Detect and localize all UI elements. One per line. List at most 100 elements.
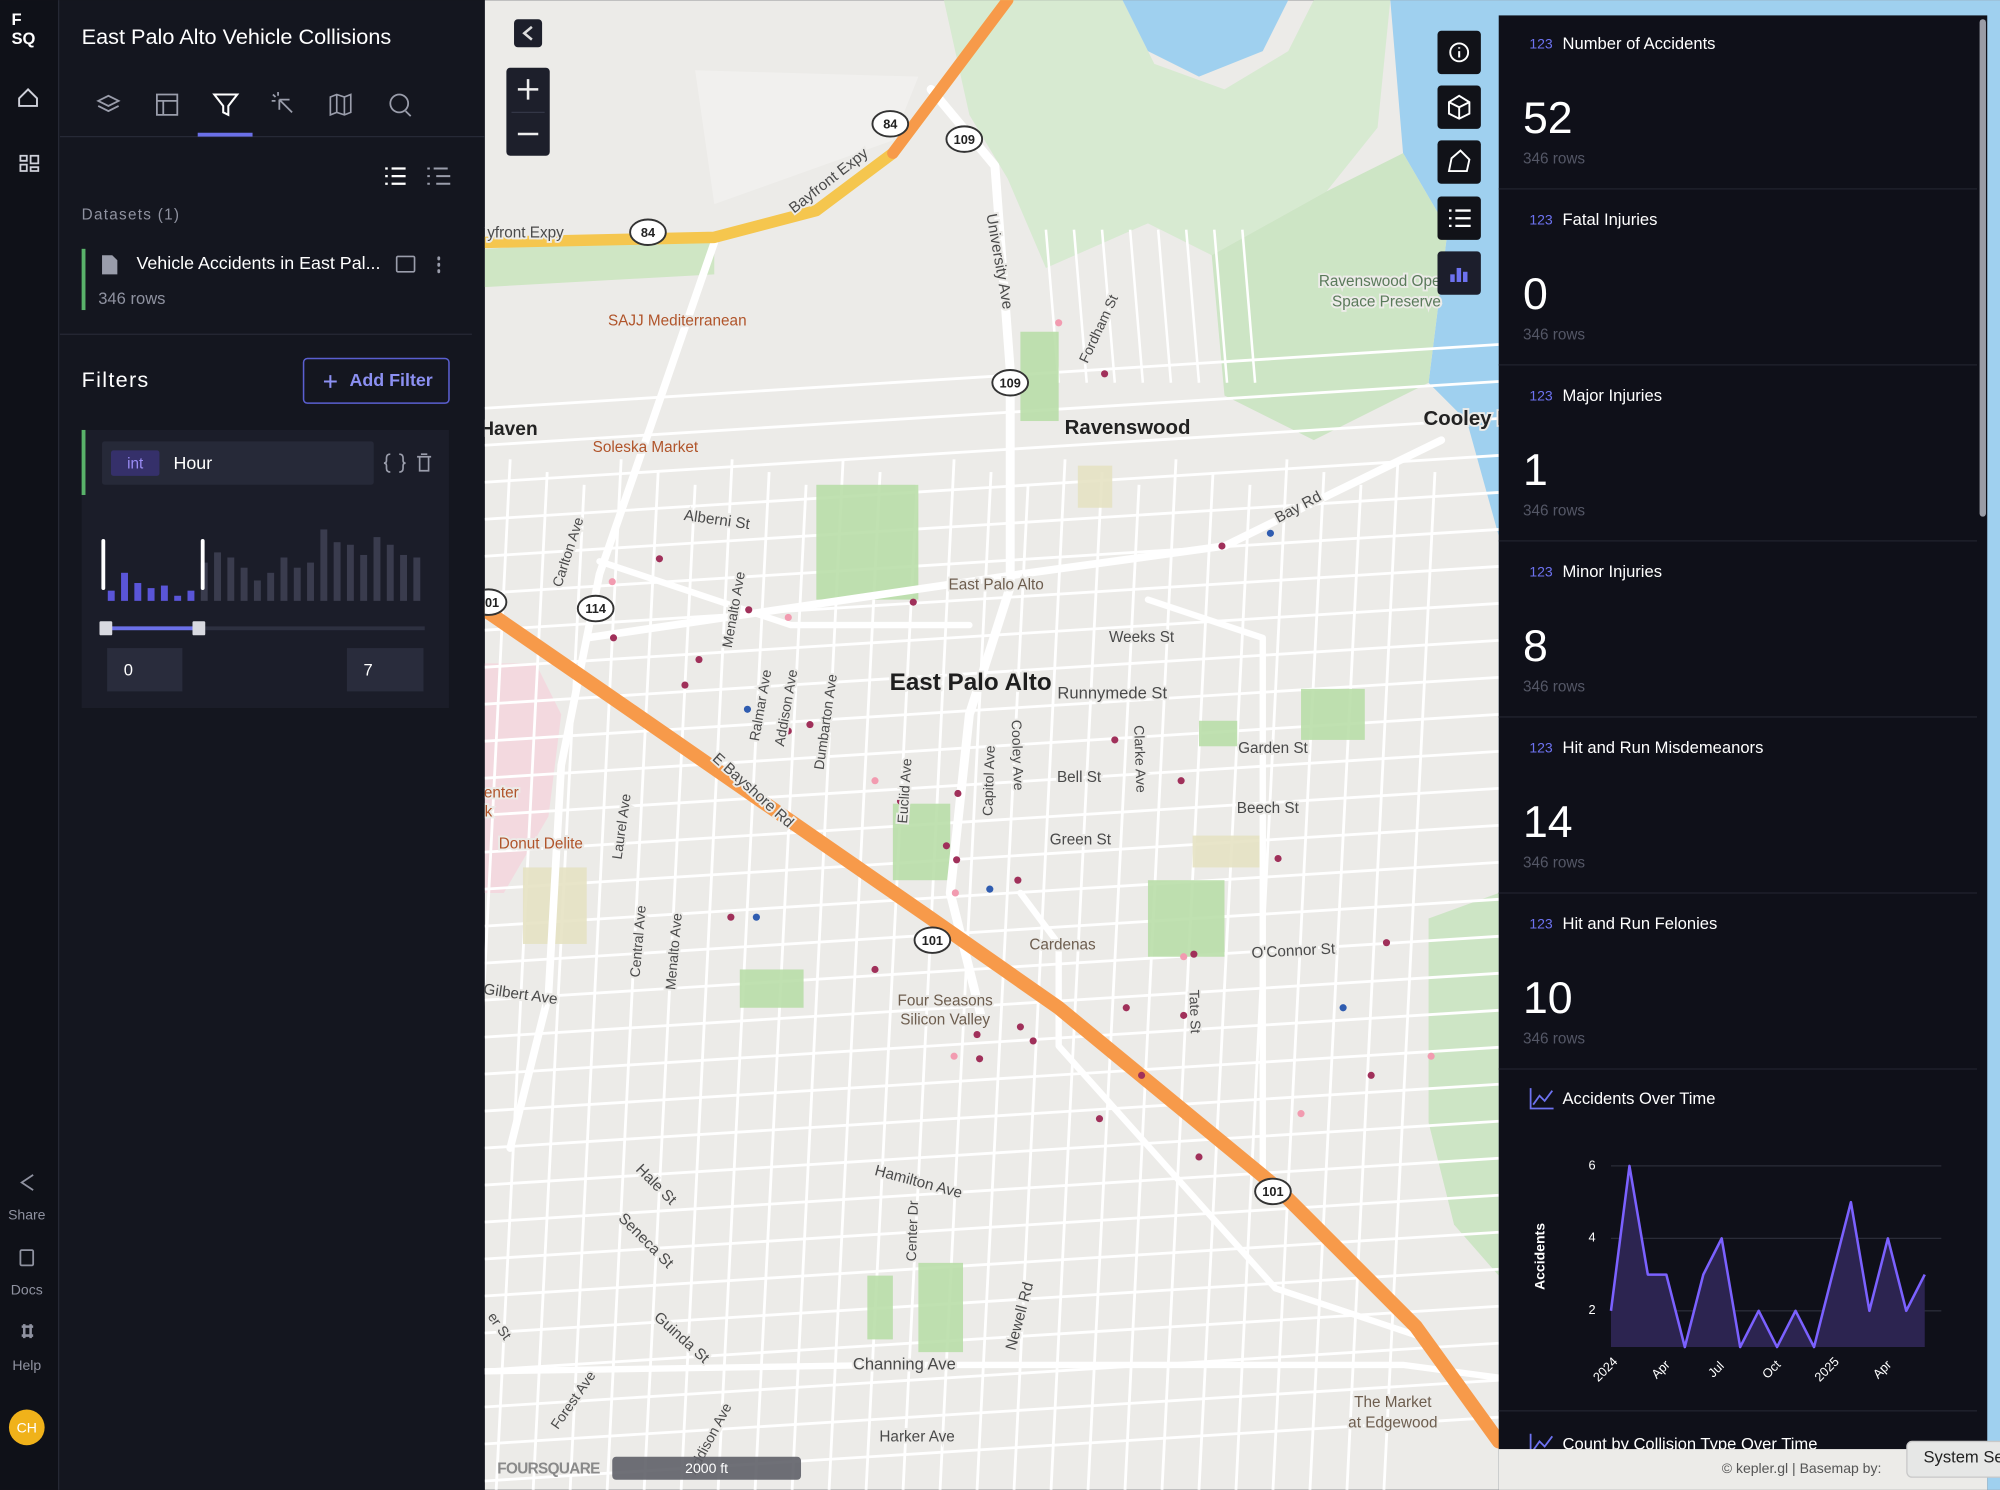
road [926,84,1015,1025]
tab-icon[interactable] [271,91,293,113]
number-icon: 123 [1529,564,1553,580]
avatar[interactable] [8,1409,45,1446]
accident-point [743,705,752,713]
street [531,484,586,1490]
street [1197,484,1252,1490]
tab-icon[interactable] [389,93,412,117]
slider-handle[interactable] [192,621,206,636]
street [1160,471,1215,1490]
avatar-initials: CH [17,1419,37,1435]
histogram-bar [280,557,288,601]
add-filter-button[interactable] [302,357,450,404]
slider-handle[interactable] [99,621,113,636]
table-icon[interactable] [395,255,416,273]
tab-icon[interactable] [155,93,179,116]
trash-icon[interactable] [417,453,432,472]
info-icon [1449,42,1470,63]
accident-point [1427,1052,1435,1060]
tab-icon[interactable] [96,94,121,113]
park-block [816,484,919,600]
sidebar [59,0,485,1490]
tab-icon[interactable] [212,93,240,117]
map-label: enter [484,785,519,802]
help-icon[interactable] [21,1324,34,1339]
dataset-name[interactable]: Vehicle Accidents in East Pal... [136,253,380,273]
street [484,971,1499,1039]
share-icon[interactable] [20,1174,34,1191]
road [582,436,1446,642]
rail-label[interactable]: Share [8,1206,46,1222]
field-select[interactable] [102,441,374,485]
accident-point [784,727,792,735]
project-title: East Palo Alto Vehicle Collisions [82,24,392,49]
histogram-bar [160,585,168,601]
card-rows: 346 rows [1523,679,1585,696]
accident-point [1180,953,1188,961]
code-icon[interactable] [383,453,406,473]
rail-label[interactable]: Docs [11,1282,43,1298]
street [1086,484,1141,1490]
street [484,1156,1499,1224]
route-shield [991,369,1030,397]
street [484,639,1499,706]
route-shield [629,218,667,246]
route-shield [576,594,615,623]
panel-bottom [1498,1449,1988,1490]
scrollbar[interactable] [1979,19,1986,517]
park-block [918,1262,964,1353]
map-controls [506,19,550,156]
park-block [1301,688,1365,740]
map-label: Channing Ave [853,1354,956,1373]
card-value: 1 [1523,446,1548,495]
home-icon[interactable] [18,88,38,107]
toolbar-button[interactable] [1437,140,1481,184]
street [1156,229,1173,383]
accident-point [681,681,689,689]
accident-point [986,885,994,893]
dataset-accent [81,248,86,311]
card-title: Minor Injuries [1563,562,1663,581]
system-tab[interactable] [1906,1440,2000,1478]
dashboard-icon[interactable] [19,154,40,172]
rail-content: FSQ Share Docs Help CH [8,10,46,1446]
logo: F [11,10,21,29]
accident-point [1190,950,1198,958]
park [484,236,715,288]
range-input[interactable] [346,648,424,692]
chart-title: Accidents Over Time [1563,1089,1716,1108]
docs-icon[interactable] [19,1249,35,1267]
tab-icon[interactable] [329,93,352,117]
card-rows: 346 rows [1523,503,1585,520]
map-label: at Edgewood [1348,1415,1437,1432]
range-input[interactable] [107,648,183,692]
accident-point [1016,1023,1024,1031]
histogram-bar [333,542,341,601]
collapse-button[interactable] [514,19,543,48]
accident-point [1367,1071,1375,1079]
range-bracket [101,539,205,591]
map-label: Garden St [1238,740,1308,757]
map-label: Center Dr [903,1200,921,1262]
sidebar-content: East Palo Alto Vehicle Collisions Dataset… [59,24,485,709]
watermark: FOURSQUARE [497,1461,600,1478]
chart-icon [1463,271,1468,282]
card-title: Hit and Run Misdemeanors [1563,738,1764,757]
route-number: 114 [585,601,606,616]
street [484,454,1499,521]
park-block [1198,720,1238,747]
map-label: SAJJ Mediterranean [608,313,747,330]
rail-label[interactable]: Help [12,1357,41,1373]
line [1609,1164,1926,1349]
accident-point [752,913,760,921]
card-title: Hit and Run Felonies [1563,914,1718,933]
street [679,459,734,1490]
street [975,484,1030,1490]
section-label: Datasets (1) [82,207,181,224]
campus [484,663,562,893]
number-icon: 123 [1529,35,1553,51]
map-label: Clarke Ave [1131,725,1149,793]
map-label: Ravenswood [1065,417,1191,439]
park [943,0,1391,268]
zoom-in[interactable] [517,79,539,100]
